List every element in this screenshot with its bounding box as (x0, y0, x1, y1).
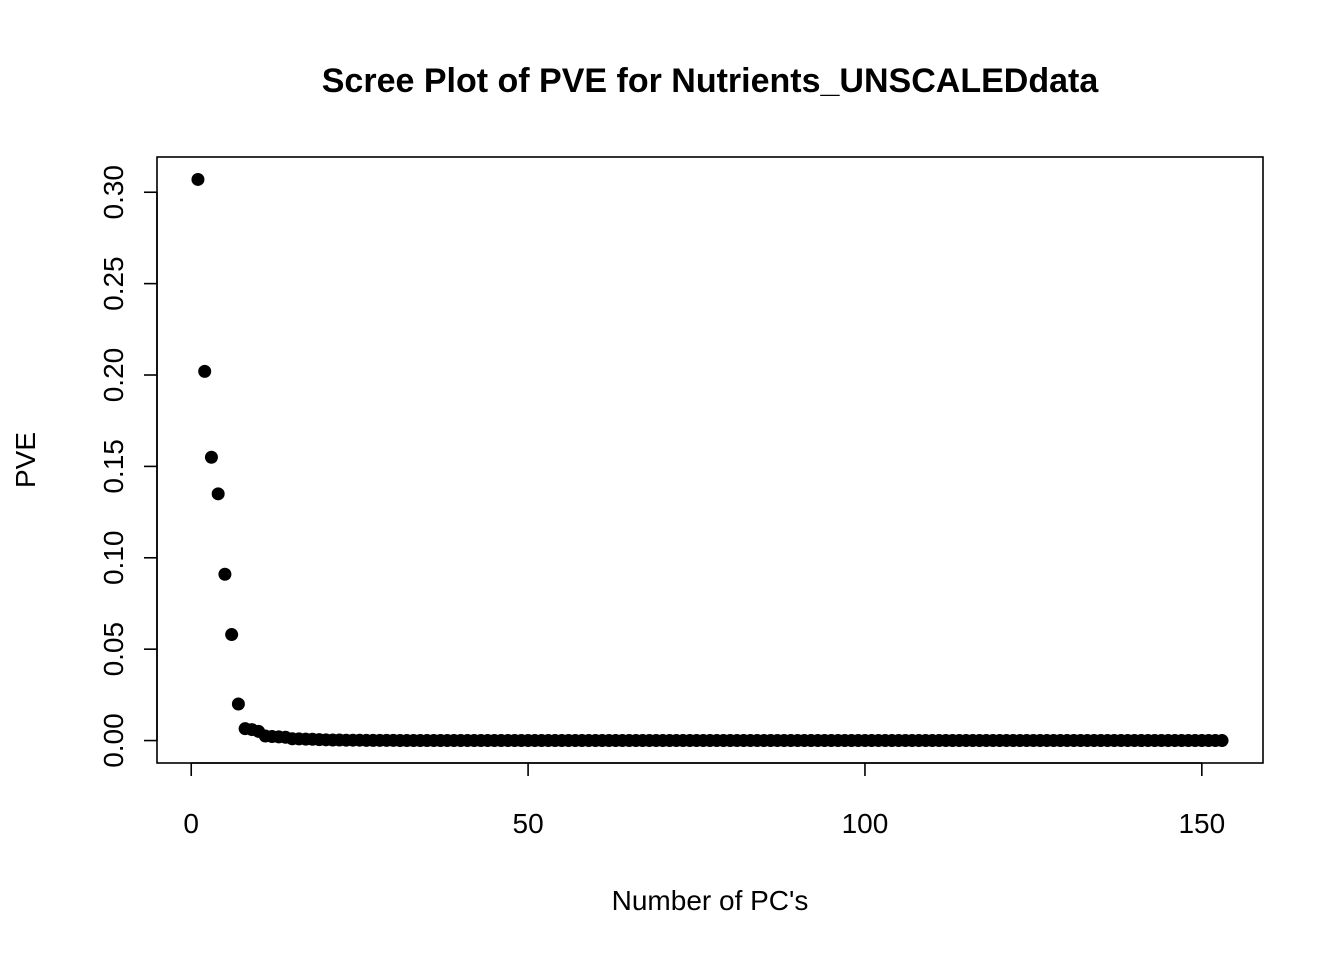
y-tick-label: 0.30 (98, 165, 129, 220)
y-axis: 0.00 0.05 0.10 0.15 0.20 0.25 0.30 (98, 165, 158, 768)
chart-title: Scree Plot of PVE for Nutrients_UNSCALED… (322, 62, 1100, 100)
x-tick-label: 0 (183, 808, 199, 839)
x-tick-label: 50 (513, 808, 544, 839)
y-tick-label: 0.20 (98, 348, 129, 403)
data-point (225, 628, 239, 642)
y-tick-label: 0.05 (98, 622, 129, 677)
data-points (191, 172, 1229, 748)
data-point (231, 697, 245, 711)
data-point (198, 364, 212, 378)
data-point (204, 450, 218, 464)
data-point (191, 172, 205, 186)
x-tick-label: 150 (1178, 808, 1225, 839)
y-axis-label: PVE (10, 432, 41, 488)
y-tick-label: 0.25 (98, 256, 129, 311)
data-point (218, 567, 232, 581)
x-axis: 0 50 100 150 (183, 762, 1225, 839)
data-point (1215, 734, 1229, 748)
x-axis-label: Number of PC's (612, 885, 809, 916)
data-point (211, 487, 225, 501)
y-tick-label: 0.00 (98, 713, 129, 768)
plot-frame (156, 156, 1264, 764)
y-tick-label: 0.15 (98, 439, 129, 494)
x-tick-label: 100 (842, 808, 889, 839)
y-tick-label: 0.10 (98, 531, 129, 586)
